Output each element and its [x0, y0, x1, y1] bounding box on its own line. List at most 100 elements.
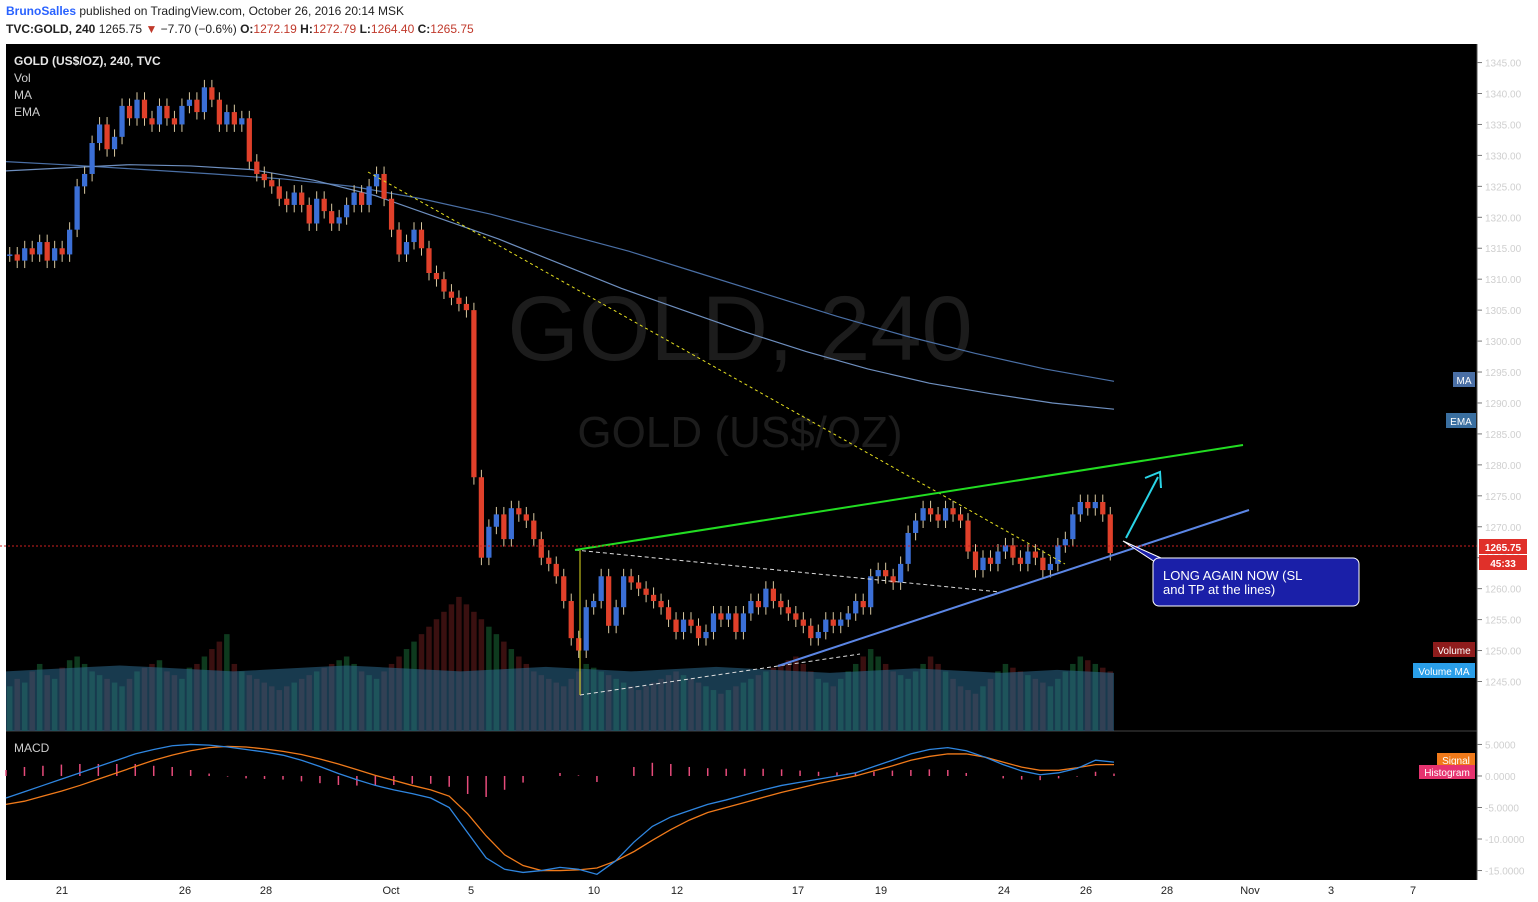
symbol-label: TVC:GOLD, 240 [6, 22, 96, 36]
candle-body [770, 588, 776, 602]
candle-body [336, 217, 342, 224]
candle-body [883, 570, 889, 577]
volume-bar [463, 604, 470, 731]
candle-body [868, 576, 874, 608]
candle-body [52, 248, 58, 261]
chart-canvas[interactable]: GOLD, 240 GOLD (US$/OZ) LONG AGAIN NOW (… [0, 42, 1538, 902]
candle-body [591, 601, 597, 608]
candle-body [1055, 545, 1061, 564]
signal-line [5, 745, 1114, 872]
price-tick-label: 1345.00 [1485, 59, 1522, 70]
candle-body [194, 99, 200, 113]
candle-body [366, 186, 372, 205]
watermark-small: GOLD (US$/OZ) [577, 408, 902, 457]
candle-body [1062, 539, 1068, 546]
macd-line [5, 743, 1115, 876]
lower-wedge-dotted-line[interactable] [579, 653, 861, 696]
high-value: 1272.79 [312, 22, 357, 36]
downtrend-dotted-line[interactable] [367, 171, 1066, 565]
support-line[interactable] [777, 509, 1250, 667]
macd-tick-label: 0.0000 [1485, 772, 1516, 783]
price-tick-label: 1320.00 [1485, 213, 1522, 224]
candle-body [388, 198, 395, 230]
annotation-box[interactable] [1152, 557, 1360, 607]
time-tick-label: 10 [588, 885, 600, 897]
candle-body [778, 601, 784, 608]
candle-body [478, 477, 485, 558]
candle-body [808, 625, 814, 639]
target-arrow-icon [1144, 470, 1162, 489]
candle-body [538, 539, 544, 558]
countdown-label: 45:33 [1490, 559, 1516, 570]
candle-body [149, 118, 155, 125]
histogram-badge [1419, 765, 1475, 779]
time-tick-label: 7 [1410, 885, 1416, 897]
candle-body [950, 508, 956, 515]
candle-body [231, 112, 237, 125]
upper-wedge-dotted-line[interactable] [574, 549, 1001, 593]
volume-ma-badge-label: Volume MA [1418, 667, 1469, 678]
candle-body [141, 99, 148, 119]
legend-ema[interactable]: EMA [14, 105, 40, 119]
candle-body [344, 204, 350, 218]
price-tick-label: 1325.00 [1485, 182, 1522, 193]
time-tick-label: Oct [382, 885, 399, 897]
candle-body [44, 242, 50, 261]
candle-body [912, 520, 919, 533]
candle-body [1010, 545, 1016, 558]
annotation-line-1: LONG AGAIN NOW (SL [1163, 568, 1302, 583]
candle-body [22, 248, 28, 261]
legend-ma[interactable]: MA [14, 88, 32, 102]
candle-body [972, 551, 979, 571]
candle-body [134, 99, 140, 119]
countdown-badge [1479, 555, 1527, 570]
time-tick-label: 26 [1080, 885, 1092, 897]
candle-body [284, 198, 290, 205]
price-tick-label: 1275.00 [1485, 492, 1522, 503]
candle-body [471, 310, 477, 478]
candle-body [785, 607, 791, 614]
candle-body [411, 229, 417, 243]
resistance-line[interactable] [574, 444, 1244, 551]
candle-body [1025, 551, 1031, 564]
candle-body [351, 192, 357, 205]
volume-ma-area [6, 665, 1114, 731]
candle-body [7, 254, 13, 256]
candle-body [568, 601, 574, 639]
target-arrow-shaft[interactable] [1125, 476, 1159, 539]
candle-body [381, 173, 387, 199]
time-tick-label: 3 [1328, 885, 1334, 897]
candle-body [1100, 502, 1106, 515]
candle-body [1032, 551, 1039, 558]
publish-text: published on TradingView.com, October 26… [79, 4, 405, 18]
candle-body [995, 551, 1001, 564]
candle-body [546, 557, 552, 564]
candle-body [493, 514, 499, 527]
macd-axis[interactable]: 5.0000 0.0000 -5.0000 -10.0000 -15.0000 [1477, 740, 1525, 878]
open-value: 1272.19 [253, 22, 297, 36]
candle-body [426, 248, 432, 273]
candle-body [1107, 514, 1113, 554]
candle-body [239, 118, 245, 125]
candle-body [111, 136, 118, 150]
candle-body [987, 557, 994, 564]
price-tick-label: 1305.00 [1485, 306, 1522, 317]
price-badge [1479, 539, 1527, 554]
volume-badge [1433, 642, 1475, 657]
header-bar: BrunoSalles published on TradingView.com… [0, 0, 1538, 42]
candle-body [306, 204, 312, 224]
drawings[interactable]: LONG AGAIN NOW (SL and TP at the lines) [0, 171, 1477, 696]
author-link[interactable]: BrunoSalles [6, 4, 77, 18]
candle-body [680, 619, 687, 632]
legend-macd[interactable]: MACD [14, 741, 50, 755]
legend-vol[interactable]: Vol [14, 71, 31, 85]
time-axis[interactable]: 21 26 28 Oct 5 10 12 17 19 24 26 28 Nov 3 7 [56, 885, 1416, 897]
price-tick-label: 1280.00 [1485, 461, 1522, 472]
candle-body [164, 105, 170, 119]
price-tick-label: 1245.00 [1485, 677, 1522, 688]
price-tick-label: 1315.00 [1485, 244, 1522, 255]
high-label: H: [300, 22, 313, 36]
candle-body [201, 87, 208, 113]
last-price: 1265.75 [98, 22, 143, 36]
time-tick-label: Nov [1240, 885, 1260, 897]
